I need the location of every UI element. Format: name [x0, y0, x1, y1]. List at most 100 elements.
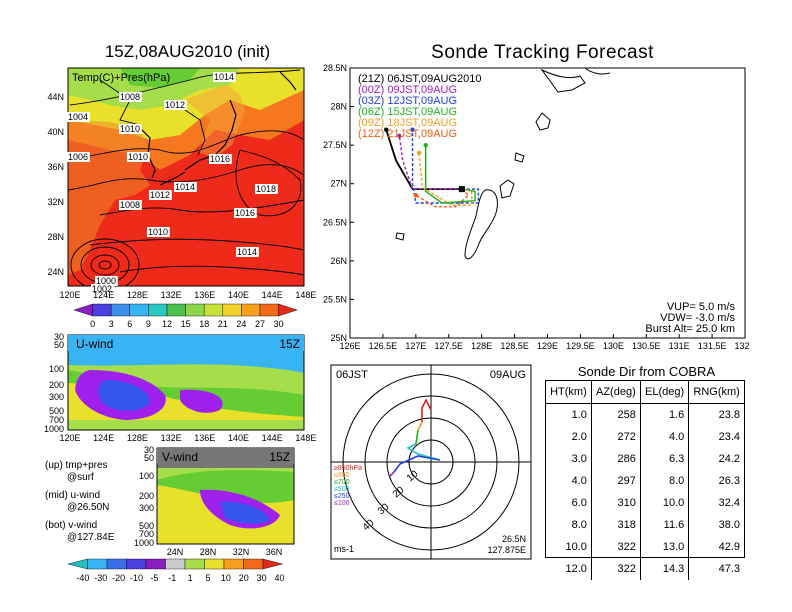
- table-cell: 10.0: [565, 541, 587, 553]
- table-row: 12.0 322 14.3 47.3: [546, 558, 744, 580]
- table-cell: 322: [590, 558, 641, 580]
- track-line: [425, 145, 476, 204]
- table-cell: 24.2: [688, 448, 744, 470]
- table-cell: 272: [590, 426, 641, 448]
- track-legend-item: (00Z) 09JST,09AUG: [358, 84, 457, 96]
- isobar-label: 1010: [120, 124, 140, 134]
- y-tick-label: 26N: [330, 256, 347, 266]
- table-cell: 8.0: [571, 519, 587, 531]
- colorbar-swatch: [185, 303, 205, 317]
- colorbar-swatch: [259, 303, 279, 317]
- isobar-label-bg: [147, 227, 170, 237]
- table-row: 10.0 322 13.0 42.9: [546, 536, 744, 558]
- pressure-tick-label: 200: [139, 491, 154, 501]
- table-cell: 12.0: [565, 563, 587, 575]
- lon-tick-label: 132E: [161, 290, 182, 300]
- table-cell: 32.4: [688, 492, 744, 514]
- wind-colorbar-label: 40: [275, 573, 285, 583]
- table-cell: 42.9: [688, 536, 744, 558]
- colorbar-label: 27: [255, 319, 265, 329]
- table-cell: 11.6: [639, 514, 689, 536]
- hodo-lat: 26.5N: [502, 534, 526, 544]
- y-tick-label: 26.5N: [323, 217, 347, 227]
- isobar-label: 1014: [237, 247, 257, 257]
- table-row: 3.0 286 6.3 24.2: [546, 448, 744, 470]
- wind-colorbar-label: -30: [94, 573, 107, 583]
- wind-colorbar-swatch: [126, 558, 147, 570]
- lat-tick-label: 36N: [266, 547, 283, 557]
- wind-colorbar-swatch: [204, 558, 225, 570]
- wind-colorbar-swatch: [184, 558, 205, 570]
- isobar-label-bg: [67, 152, 90, 162]
- wind-colorbar-swatch: [262, 558, 283, 570]
- lon-tick-label: 140E: [228, 433, 249, 443]
- track-line: [415, 188, 470, 208]
- table-cell: 1.6: [639, 403, 689, 426]
- x-tick-label: 128E: [471, 341, 492, 351]
- track-endpoint: [397, 133, 402, 139]
- lat-tick-label: 24N: [167, 547, 184, 557]
- sonde-dir-title: Sonde Dir from COBRA: [577, 364, 716, 379]
- pressure-tick-label: 50: [144, 453, 154, 463]
- pressure-tick-label: 700: [49, 415, 64, 425]
- pressure-tick-label: 500: [139, 521, 154, 531]
- tracking-map: 126E 126.5E 127E 127.5E 128E 128.5E 129E 129.5E…: [323, 63, 750, 351]
- table-cell: 322: [590, 536, 641, 558]
- colorbar-label: 30: [274, 319, 284, 329]
- wind-colorbar: -40 -30 -20 -10 -5 -1 1 5 10 20 30 40: [67, 558, 285, 583]
- colorbar-swatch: [278, 303, 298, 317]
- isobar-label: 1010: [148, 227, 168, 237]
- wind-colorbar-swatch: [87, 558, 108, 570]
- isobar-label: 1016: [235, 208, 255, 218]
- v-wind-time: 15Z: [269, 450, 290, 464]
- lat-tick-label: 28N: [200, 547, 217, 557]
- colorbar-swatch: [222, 303, 242, 317]
- hodo-right-label: 09AUG: [490, 369, 526, 381]
- track-endpoint: [384, 127, 389, 132]
- y-tick-label: 27N: [330, 179, 347, 189]
- wind-colorbar-label: -10: [130, 573, 143, 583]
- x-tick-label: 131E: [669, 341, 690, 351]
- x-tick-label: 126.5E: [369, 341, 398, 351]
- isobar-label-bg: [164, 100, 187, 110]
- y-tick-label: 25N: [330, 333, 347, 343]
- lon-tick-label: 120E: [59, 290, 80, 300]
- lon-tick-label: 120E: [59, 433, 80, 443]
- table-cell: 26.3: [688, 470, 744, 492]
- isobar-label-bg: [174, 182, 197, 192]
- track-endpoint: [410, 127, 415, 132]
- table-row: 6.0 310 10.0 32.4: [546, 492, 744, 514]
- hodo-left-label: 06JST: [336, 369, 368, 381]
- wind-colorbar-label: 1: [188, 573, 193, 583]
- isobar-label: 1004: [68, 112, 88, 122]
- table-cell: 310: [590, 492, 641, 514]
- x-tick-label: 132E: [734, 341, 750, 351]
- table-header: RNG(km): [688, 381, 744, 404]
- table-cell: 6.0: [571, 497, 587, 509]
- isobar-label-bg: [255, 184, 278, 194]
- x-tick-label: 127E: [405, 341, 426, 351]
- vdw-text: VDW= -3.0 m/s: [660, 312, 735, 324]
- x-tick-label: 130.5E: [632, 341, 661, 351]
- pressure-tick-label: 300: [49, 392, 64, 402]
- pressure-tick-label: 50: [54, 340, 64, 350]
- lon-tick-label: 132E: [161, 433, 182, 443]
- wind-colorbar-swatch: [67, 558, 88, 570]
- table-cell: 23.8: [688, 403, 744, 426]
- table-cell: 4.0: [571, 475, 587, 487]
- hodo-legend-item: ≤100: [334, 500, 350, 507]
- y-tick-label: 28N: [330, 102, 347, 112]
- note-b: @127.84E: [67, 532, 115, 543]
- isobar-label-bg: [236, 247, 259, 257]
- lat-tick-label: 24N: [47, 267, 64, 277]
- isobar-label-bg: [149, 190, 172, 200]
- table-cell: 258: [590, 403, 641, 426]
- track-legend-item: (03Z) 12JST,09AUG: [358, 95, 457, 107]
- isobar-label-bg: [95, 276, 118, 286]
- colorbar-swatch: [241, 303, 261, 317]
- colorbar-label: 9: [146, 319, 151, 329]
- wind-colorbar-label: -40: [76, 573, 89, 583]
- isobar-label-bg: [127, 152, 150, 162]
- release-point: [458, 186, 465, 193]
